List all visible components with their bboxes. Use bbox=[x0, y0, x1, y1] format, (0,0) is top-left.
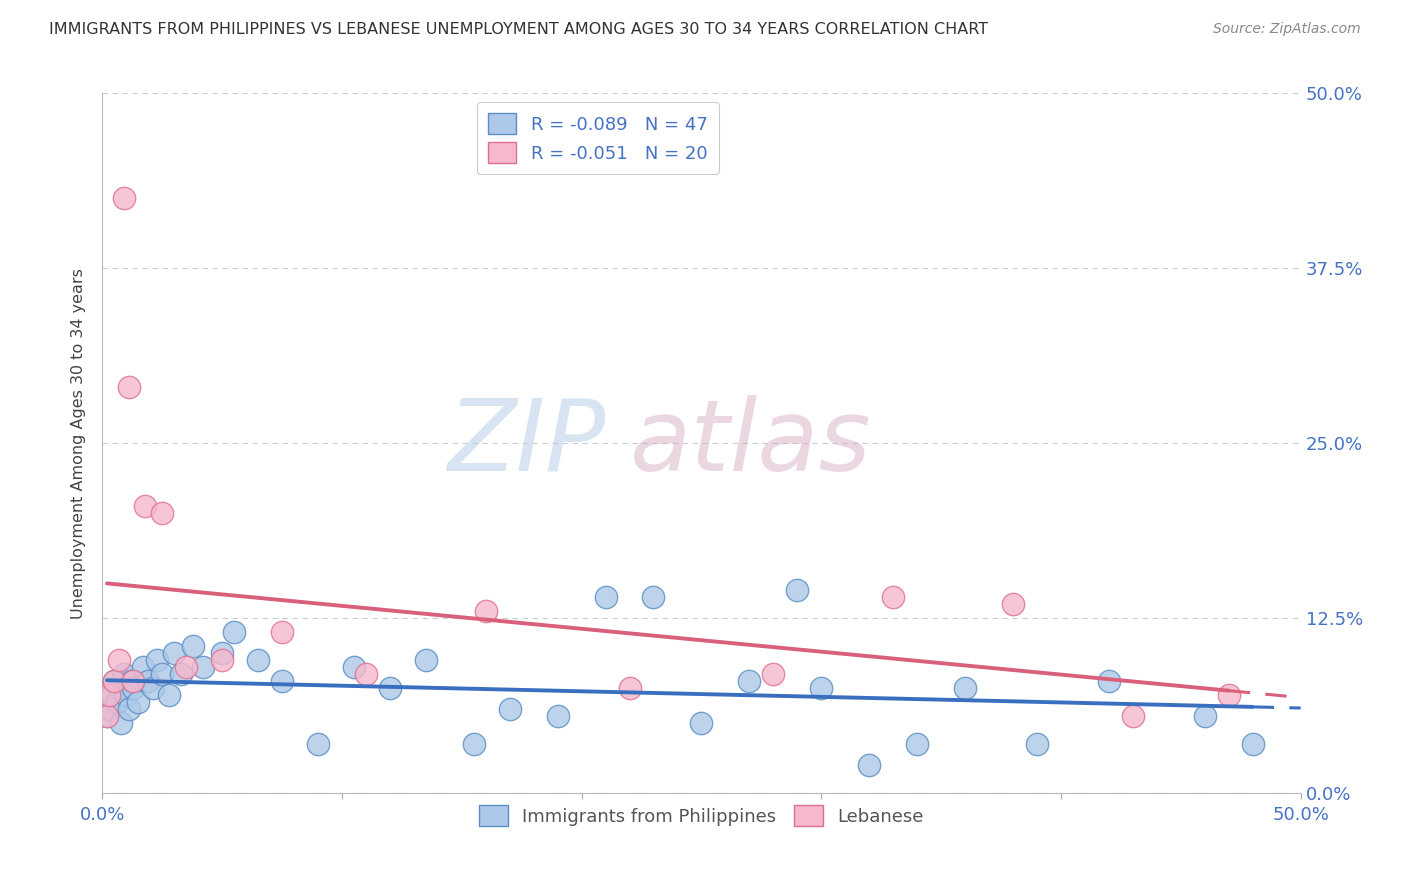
Point bbox=[132, 660, 155, 674]
Point bbox=[120, 674, 142, 689]
Point bbox=[1241, 737, 1264, 751]
Point bbox=[96, 709, 118, 723]
Point bbox=[786, 583, 808, 598]
Point bbox=[191, 660, 214, 674]
Point bbox=[810, 681, 832, 696]
Point bbox=[343, 660, 366, 674]
Point bbox=[882, 591, 904, 605]
Point bbox=[415, 653, 437, 667]
Point bbox=[115, 689, 138, 703]
Point bbox=[170, 667, 193, 681]
Point bbox=[112, 191, 135, 205]
Point bbox=[150, 667, 173, 681]
Point bbox=[110, 716, 132, 731]
Point bbox=[247, 653, 270, 667]
Point bbox=[690, 716, 713, 731]
Point bbox=[98, 702, 121, 716]
Point bbox=[211, 653, 233, 667]
Point bbox=[117, 380, 139, 394]
Legend: Immigrants from Philippines, Lebanese: Immigrants from Philippines, Lebanese bbox=[471, 798, 931, 833]
Point bbox=[738, 674, 761, 689]
Point bbox=[181, 640, 204, 654]
Point bbox=[762, 667, 785, 681]
Point bbox=[163, 646, 186, 660]
Point bbox=[354, 667, 377, 681]
Point bbox=[271, 674, 294, 689]
Point bbox=[953, 681, 976, 696]
Point bbox=[112, 667, 135, 681]
Point bbox=[157, 689, 180, 703]
Point bbox=[122, 681, 145, 696]
Point bbox=[474, 604, 496, 618]
Point bbox=[1218, 689, 1240, 703]
Point bbox=[378, 681, 401, 696]
Point bbox=[643, 591, 665, 605]
Point bbox=[134, 500, 156, 514]
Point bbox=[136, 674, 159, 689]
Text: ZIP: ZIP bbox=[447, 395, 606, 491]
Point bbox=[174, 660, 197, 674]
Point bbox=[1001, 598, 1024, 612]
Point bbox=[1026, 737, 1049, 751]
Point bbox=[1122, 709, 1144, 723]
Point bbox=[595, 591, 617, 605]
Point bbox=[463, 737, 485, 751]
Point bbox=[499, 702, 522, 716]
Point bbox=[108, 681, 131, 696]
Point bbox=[211, 646, 233, 660]
Point bbox=[547, 709, 569, 723]
Point bbox=[127, 695, 149, 709]
Point bbox=[105, 695, 128, 709]
Text: IMMIGRANTS FROM PHILIPPINES VS LEBANESE UNEMPLOYMENT AMONG AGES 30 TO 34 YEARS C: IMMIGRANTS FROM PHILIPPINES VS LEBANESE … bbox=[49, 22, 988, 37]
Point bbox=[96, 709, 118, 723]
Point bbox=[141, 681, 163, 696]
Point bbox=[103, 674, 125, 689]
Point bbox=[222, 625, 245, 640]
Point bbox=[1194, 709, 1216, 723]
Y-axis label: Unemployment Among Ages 30 to 34 years: Unemployment Among Ages 30 to 34 years bbox=[72, 268, 86, 619]
Point bbox=[101, 689, 124, 703]
Point bbox=[858, 758, 880, 772]
Text: atlas: atlas bbox=[630, 395, 872, 491]
Point bbox=[108, 653, 131, 667]
Point bbox=[117, 702, 139, 716]
Point bbox=[619, 681, 641, 696]
Point bbox=[1098, 674, 1121, 689]
Point bbox=[146, 653, 169, 667]
Point bbox=[98, 689, 121, 703]
Point bbox=[103, 674, 125, 689]
Point bbox=[905, 737, 928, 751]
Point bbox=[150, 507, 173, 521]
Point bbox=[271, 625, 294, 640]
Text: Source: ZipAtlas.com: Source: ZipAtlas.com bbox=[1213, 22, 1361, 37]
Point bbox=[122, 674, 145, 689]
Point bbox=[307, 737, 329, 751]
